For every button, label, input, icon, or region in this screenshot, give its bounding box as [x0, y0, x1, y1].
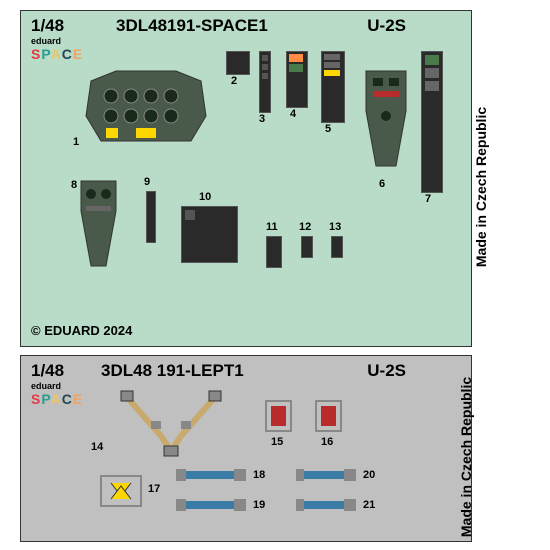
part-label-20: 20 — [363, 469, 375, 481]
part-label-17: 17 — [148, 483, 160, 495]
part-8-svg — [76, 176, 121, 271]
top-detail-panel: 1/48 3DL48191-SPACE1 U-2S Made in Czech … — [20, 10, 472, 347]
part-6: 6 — [361, 66, 411, 181]
part-4: 4 — [286, 51, 308, 108]
part-label-5: 5 — [325, 123, 331, 135]
part-21-svg — [296, 496, 361, 516]
part-16-svg — [311, 396, 346, 436]
part-label-1: 1 — [73, 136, 79, 148]
part-21: 21 — [296, 496, 361, 521]
part-9: 9 — [146, 191, 156, 243]
part-2: 2 — [226, 51, 250, 75]
part-17-svg — [96, 471, 146, 511]
bottom-header: 1/48 3DL48 191-LEPT1 U-2S — [31, 361, 461, 381]
copyright-text: © EDUARD 2024 — [31, 323, 132, 338]
aircraft-name-bottom: U-2S — [367, 361, 406, 381]
part-20: 20 — [296, 466, 361, 491]
part-label-2: 2 — [231, 75, 237, 87]
product-code-bottom: 3DL48 191-LEPT1 — [101, 361, 244, 381]
part-label-14: 14 — [91, 441, 103, 453]
part-14-harness: 14 — [106, 386, 236, 466]
made-in-bottom: Made in Czech Republic — [458, 376, 474, 536]
product-code: 3DL48191-SPACE1 — [116, 16, 268, 36]
part-label-7: 7 — [425, 193, 431, 205]
part-label-10: 10 — [199, 191, 211, 203]
part-label-19: 19 — [253, 499, 265, 511]
top-header: 1/48 3DL48191-SPACE1 U-2S — [31, 16, 461, 36]
part-label-3: 3 — [259, 113, 265, 125]
part-1-instrument-panel: 1 — [81, 66, 211, 151]
part-15-svg — [261, 396, 296, 436]
part-17: 17 — [96, 471, 146, 516]
part-11: 11 — [266, 236, 282, 268]
part-5: 5 — [321, 51, 345, 123]
space-text-bottom: SPACE — [31, 391, 83, 407]
part-16: 16 — [311, 396, 346, 441]
harness-svg — [106, 386, 236, 461]
space-text: SPACE — [31, 46, 83, 62]
part-label-16: 16 — [321, 436, 333, 448]
bottom-pe-panel: 1/48 3DL48 191-LEPT1 U-2S Made in Czech … — [20, 355, 472, 542]
part-label-15: 15 — [271, 436, 283, 448]
part-label-18: 18 — [253, 469, 265, 481]
part-18-svg — [176, 466, 251, 486]
part-7: 7 — [421, 51, 443, 193]
instrument-panel-svg — [81, 66, 211, 146]
part-label-12: 12 — [299, 221, 311, 233]
part-label-21: 21 — [363, 499, 375, 511]
part-label-11: 11 — [266, 221, 278, 233]
part-13: 13 — [331, 236, 343, 258]
part-label-6: 6 — [379, 178, 385, 190]
scale-label-bottom: 1/48 — [31, 361, 64, 381]
part-label-4: 4 — [290, 108, 296, 120]
part-19-svg — [176, 496, 251, 516]
part-15: 15 — [261, 396, 296, 441]
space-logo: eduard SPACE — [31, 36, 83, 62]
part-18: 18 — [176, 466, 251, 491]
aircraft-name: U-2S — [367, 16, 406, 36]
part-10: 10 — [181, 206, 238, 263]
part-8: 8 — [76, 176, 121, 276]
made-in-text: Made in Czech Republic — [473, 106, 489, 266]
part-label-9: 9 — [144, 176, 150, 188]
space-logo-bottom: eduard SPACE — [31, 381, 83, 407]
eduard-text: eduard — [31, 36, 83, 46]
part-label-13: 13 — [329, 221, 341, 233]
eduard-text-bottom: eduard — [31, 381, 83, 391]
part-19: 19 — [176, 496, 251, 521]
part-12: 12 — [301, 236, 313, 258]
part-20-svg — [296, 466, 361, 486]
scale-label: 1/48 — [31, 16, 64, 36]
part-label-8: 8 — [71, 179, 77, 191]
part-3: 3 — [259, 51, 271, 113]
part-6-svg — [361, 66, 411, 176]
